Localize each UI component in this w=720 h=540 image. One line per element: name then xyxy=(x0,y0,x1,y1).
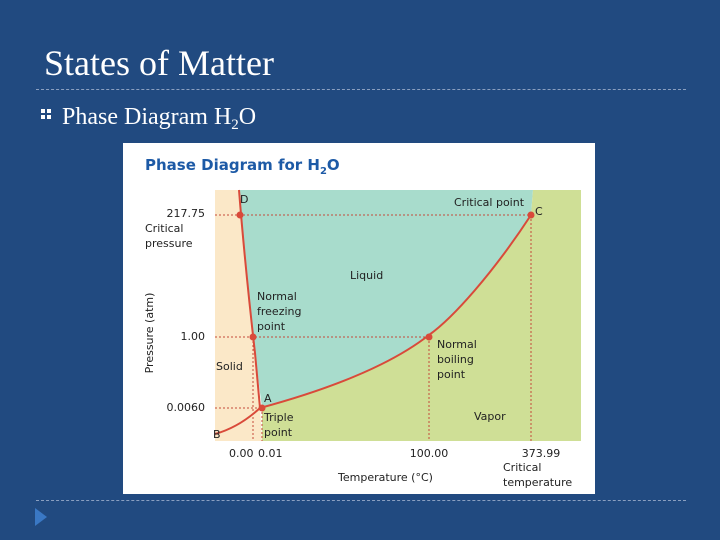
y-tick-critical: 217.75 xyxy=(167,207,206,220)
point-d xyxy=(236,211,244,219)
point-boiling xyxy=(425,333,433,341)
phase-diagram: Phase Diagram for H2O Pressure (atm) 217… xyxy=(123,143,595,494)
label-a: A xyxy=(264,392,272,405)
title-divider xyxy=(36,89,686,90)
y-tick-note-line-1: Critical xyxy=(145,222,183,235)
x-tick-triple: 0.01 xyxy=(258,447,283,460)
freezing-label-line-3: point xyxy=(257,320,286,333)
y-tick-triple: 0.0060 xyxy=(167,401,206,414)
x-tick-note-line-2: temperature xyxy=(503,476,572,489)
y-tick-note-line-2: pressure xyxy=(145,237,193,250)
y-tick-one: 1.00 xyxy=(181,330,206,343)
bullet-text: Phase Diagram H2O xyxy=(62,104,257,133)
bullet-text-subscript: 2 xyxy=(231,117,239,133)
x-tick-boiling: 100.00 xyxy=(410,447,449,460)
region-liquid-label: Liquid xyxy=(350,269,383,282)
slide-title: States of Matter xyxy=(44,43,274,83)
point-freezing xyxy=(249,333,257,341)
region-vapor-label: Vapor xyxy=(474,410,506,423)
x-tick-zero: 0.00 xyxy=(229,447,254,460)
region-solid-label: Solid xyxy=(216,360,243,373)
x-tick-note-line-1: Critical xyxy=(503,461,541,474)
label-b: B xyxy=(213,428,221,441)
bullet-text-main: Phase Diagram H xyxy=(62,104,232,130)
phase-points xyxy=(236,211,535,412)
label-c: C xyxy=(535,205,543,218)
footer-divider xyxy=(36,500,686,501)
sublimation-curve xyxy=(214,407,261,435)
label-d: D xyxy=(240,193,248,206)
solid-region xyxy=(215,190,262,441)
bullet-icon xyxy=(40,108,52,120)
point-c xyxy=(527,211,535,219)
point-a xyxy=(258,404,266,412)
bullet-item: Phase Diagram H2O xyxy=(40,104,256,134)
x-axis-label: Temperature (°C) xyxy=(337,471,433,484)
triple-label-line-2: point xyxy=(264,426,293,439)
boiling-label-line-3: point xyxy=(437,368,466,381)
bullet-text-suffix: O xyxy=(238,104,257,130)
boiling-label-line-1: Normal xyxy=(437,338,477,351)
diagram-title: Phase Diagram for H2O xyxy=(145,156,340,177)
liquid-region xyxy=(239,190,533,408)
freezing-label-line-1: Normal xyxy=(257,290,297,303)
triple-label-line-1: Triple xyxy=(263,411,294,424)
freezing-label-line-2: freezing xyxy=(257,305,301,318)
vapor-region xyxy=(262,190,581,441)
guide-lines xyxy=(215,214,532,441)
y-axis-label: Pressure (atm) xyxy=(143,293,156,374)
boiling-label-line-2: boiling xyxy=(437,353,474,366)
slide-arrow-icon xyxy=(33,506,49,528)
label-critical-point: Critical point xyxy=(454,196,525,209)
x-tick-critical: 373.99 xyxy=(522,447,561,460)
